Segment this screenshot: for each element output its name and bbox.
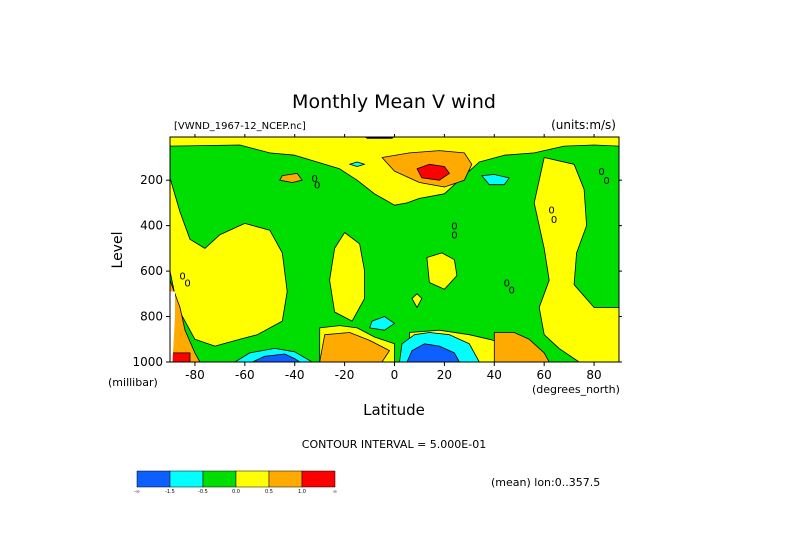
y-axis-label: Level — [110, 232, 126, 269]
contour-region-yellow-7 — [411, 293, 423, 308]
x-tick-label: 40 — [487, 368, 502, 382]
x-tick-label: -60 — [235, 368, 255, 382]
contour-label-7: 0 — [509, 285, 515, 296]
contour-label-8: 0 — [548, 206, 554, 217]
contour-region-orange-9 — [170, 279, 201, 362]
colorbar-swatch-3 — [235, 470, 270, 488]
contour-region-red-15 — [170, 352, 191, 362]
contour-label-9: 0 — [551, 215, 557, 226]
contour-region-yellow-2 — [170, 177, 288, 347]
contour-region-yellow-3 — [329, 232, 366, 322]
y-tick-label: 400 — [140, 219, 163, 233]
y-axis-ticks: 200 400 600 800 1000 — [132, 173, 622, 369]
contour-label-1: 0 — [184, 279, 190, 290]
colorbar-swatch-0 — [136, 470, 171, 488]
contour-region-orange-11 — [319, 332, 390, 362]
contour-region-cyan-17 — [369, 316, 395, 331]
footer-note: (mean) lon:0..357.5 — [491, 476, 600, 489]
colorbar-label-5: 1.0 — [298, 489, 306, 495]
contour-label-3: 0 — [314, 181, 320, 192]
x-tick-label: 60 — [537, 368, 552, 382]
contour-region-orange-10 — [279, 172, 303, 183]
colorbar: -∞ -1.5 -0.5 0.0 0.5 1.0 ∞ — [134, 470, 337, 495]
contour-label-11: 0 — [603, 176, 609, 187]
chart-title: Monthly Mean V wind — [292, 91, 496, 113]
contour-region-orange-13 — [493, 332, 550, 362]
dataset-label: [VWND_1967-12_NCEP.nc] — [174, 121, 306, 132]
contour-region-red-14 — [416, 163, 450, 181]
colorbar-swatch-4 — [268, 470, 303, 488]
contour-region-cyan-19 — [481, 174, 510, 186]
contour-label-6: 0 — [504, 279, 510, 290]
colorbar-swatch-5 — [301, 470, 336, 488]
x-tick-label: -20 — [335, 368, 355, 382]
y-tick-label: 600 — [140, 264, 163, 278]
units-label: (units:m/s) — [551, 118, 616, 132]
contour-region-blue-21 — [251, 353, 301, 362]
colorbar-swatch-1 — [169, 470, 204, 488]
contour-region-cyan-18 — [349, 161, 366, 167]
contour-label-5: 0 — [451, 231, 457, 242]
contour-interval: CONTOUR INTERVAL = 5.000E-01 — [302, 438, 486, 451]
plot-area — [170, 137, 619, 362]
contour-label-0: 0 — [179, 272, 185, 283]
colorbar-label-6: ∞ — [333, 489, 337, 495]
colorbar-label-4: 0.5 — [265, 489, 273, 495]
contour-region-blue-22 — [406, 343, 460, 362]
x-tick-label: 0 — [391, 368, 399, 382]
colorbar-swatch-2 — [202, 470, 237, 488]
y-axis-unit: (millibar) — [108, 376, 158, 389]
y-tick-label: 800 — [140, 310, 163, 324]
colorbar-label-3: 0.0 — [232, 489, 240, 495]
contour-region-yellow-6 — [426, 252, 458, 290]
contour-region-white-23 — [170, 291, 175, 362]
contour-label-2: 0 — [312, 174, 318, 185]
colorbar-label-1: -1.5 — [165, 489, 175, 495]
contour-label-10: 0 — [598, 167, 604, 178]
y-tick-label: 200 — [140, 173, 163, 187]
x-tick-label: -40 — [285, 368, 305, 382]
y-tick-label: 1000 — [132, 355, 163, 369]
x-axis-label: Latitude — [363, 401, 425, 419]
colorbar-label-2: -0.5 — [198, 489, 208, 495]
x-axis-unit: (degrees_north) — [532, 383, 620, 396]
x-tick-label: 20 — [437, 368, 452, 382]
colorbar-label-0: -∞ — [134, 489, 140, 495]
x-tick-label: -80 — [185, 368, 205, 382]
contour-label-4: 0 — [451, 222, 457, 233]
contour-region-yellow-8 — [533, 157, 619, 362]
x-tick-label: 80 — [586, 368, 601, 382]
x-axis-ticks: -80 -60 -40 -20 0 20 40 60 80 — [185, 134, 602, 382]
